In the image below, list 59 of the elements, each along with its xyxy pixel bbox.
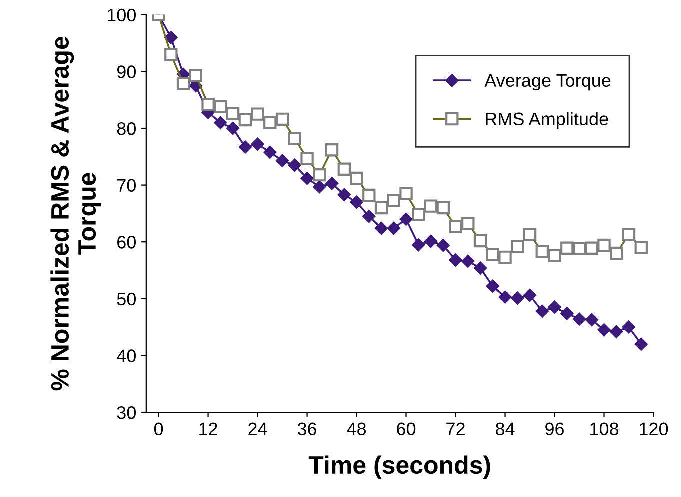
point: [449, 254, 462, 267]
point: [325, 177, 339, 190]
point: [610, 325, 624, 338]
point: [313, 180, 326, 194]
legend-label: Average Torque: [484, 74, 611, 91]
point: [362, 210, 376, 224]
point: [338, 188, 351, 202]
point: [226, 122, 240, 136]
legend-label: RMS Amplitude: [486, 112, 608, 130]
point: [164, 31, 178, 44]
x-tick-label: 96: [546, 422, 564, 436]
y-axis-title: % Normalized RMS & Average Torque: [50, 36, 102, 391]
point: [412, 238, 426, 252]
point: [572, 312, 586, 326]
x-axis-title: Time (seconds): [308, 456, 490, 480]
point: [560, 307, 574, 320]
y-tick-label: 30: [117, 406, 136, 420]
point: [424, 234, 438, 248]
point: [474, 262, 488, 275]
point: [374, 222, 388, 236]
x-tick-label: 12: [200, 422, 218, 436]
point: [634, 338, 648, 351]
point: [462, 254, 475, 268]
point: [214, 116, 228, 130]
x-tick-label: 0: [154, 422, 164, 436]
x-tick-label: 36: [298, 422, 317, 436]
point: [598, 324, 611, 337]
point: [486, 280, 500, 293]
y-tick-label: 80: [117, 122, 136, 136]
x-tick-label: 72: [446, 422, 465, 436]
x-tick-label: 24: [248, 422, 268, 436]
point: [238, 140, 252, 154]
x-tick-label: 60: [397, 422, 416, 436]
y-tick-label: 40: [117, 350, 136, 362]
point: [511, 292, 524, 305]
y-tick-label: 70: [118, 179, 136, 192]
point: [498, 290, 512, 304]
point: [264, 146, 277, 159]
y-tick-label: 90: [117, 66, 136, 78]
y-tick-label: 100: [108, 8, 136, 22]
point: [436, 238, 450, 252]
point: [276, 154, 290, 168]
point: [585, 313, 598, 327]
point: [536, 304, 549, 318]
point: [350, 196, 364, 209]
point: [300, 172, 314, 186]
x-tick-label: 84: [496, 422, 515, 436]
point: [400, 212, 413, 226]
point: [523, 288, 537, 302]
x-tick-label: 120: [640, 422, 668, 436]
x-tick-label: 108: [590, 422, 619, 436]
y-tick-label: 50: [117, 292, 136, 306]
point: [387, 222, 400, 236]
point: [622, 320, 636, 334]
point: [251, 138, 264, 151]
point: [288, 158, 302, 172]
y-tick-label: 60: [118, 236, 136, 249]
point: [548, 300, 562, 314]
x-tick-label: 48: [347, 422, 366, 436]
